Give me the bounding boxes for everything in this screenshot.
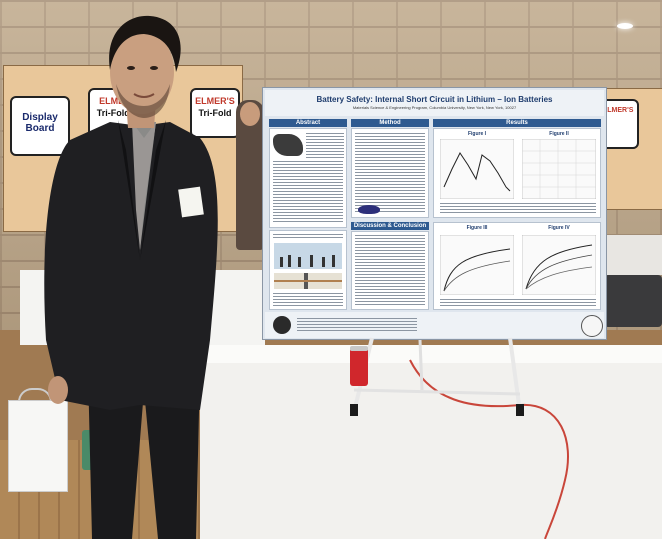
figure-1-plot [440, 139, 514, 199]
results-top-panel: Figure I Figure II [433, 128, 601, 218]
soda-can [350, 348, 368, 386]
caption-text [273, 234, 343, 240]
background-person-head [240, 102, 260, 126]
discussion-panel [351, 231, 429, 310]
poster-title: Battery Safety: Internal Short Circuit i… [316, 95, 553, 104]
shopping-bag [8, 400, 68, 492]
university-seal-icon [581, 315, 603, 337]
elmers-brand-text: ELMER'S [195, 96, 235, 106]
elmers-brand-text: ELMER'S [602, 107, 634, 114]
figure-2-label: Figure II [549, 131, 569, 137]
student-person [44, 15, 218, 539]
figure-3-label: Figure III [466, 225, 488, 231]
trifold-text: Tri-Fold [198, 108, 232, 118]
poster-affiliation: Materials Science & Engineering Program,… [352, 105, 517, 110]
method-panel [351, 128, 429, 218]
results-text [440, 299, 596, 307]
trifold-text: Tri-Fold Di [96, 108, 142, 118]
discussion-heading: Discussion & Conclusion [351, 222, 429, 230]
results-text [440, 203, 596, 215]
figure-3-plot [440, 235, 514, 295]
results-heading: Results [433, 119, 601, 127]
experiment-diagram [274, 243, 342, 269]
caption-text [273, 293, 343, 307]
method-heading: Method [351, 119, 429, 127]
ceiling-light [617, 23, 633, 29]
tabletop-edge [200, 345, 662, 363]
soda-can-lid [350, 346, 368, 351]
figure-2-plot [522, 139, 596, 199]
figure-1-label: Figure I [467, 131, 487, 137]
table-white-cloth [200, 345, 662, 539]
figure-4-label: Figure IV [548, 225, 570, 231]
battery-photo [273, 134, 303, 156]
discussion-text [355, 235, 425, 307]
background-table-right [600, 235, 662, 275]
experiment-panel [269, 230, 347, 310]
abstract-panel [269, 128, 347, 228]
results-bottom-panel: Figure III Figure IV [433, 222, 601, 310]
cell-cross-section [274, 273, 342, 289]
poster-easel [350, 337, 524, 416]
acknowledgement-text [297, 318, 417, 332]
abstract-text [306, 133, 344, 159]
chair [604, 275, 662, 327]
elmers-label-right: ELMER'S Tri-Fold [190, 88, 240, 138]
logo-icon [273, 316, 291, 334]
abstract-heading: Abstract [269, 119, 347, 127]
display-board-label: Display Board [10, 96, 70, 156]
poster-footer [265, 312, 604, 338]
figure-4-plot [522, 235, 596, 295]
method-text [355, 133, 425, 213]
battery-icon [358, 205, 380, 214]
poster-header: Battery Safety: Internal Short Circuit i… [265, 90, 604, 116]
abstract-text [273, 161, 343, 223]
research-poster: Battery Safety: Internal Short Circuit i… [262, 87, 607, 340]
display-board-text: Display Board [22, 112, 58, 134]
